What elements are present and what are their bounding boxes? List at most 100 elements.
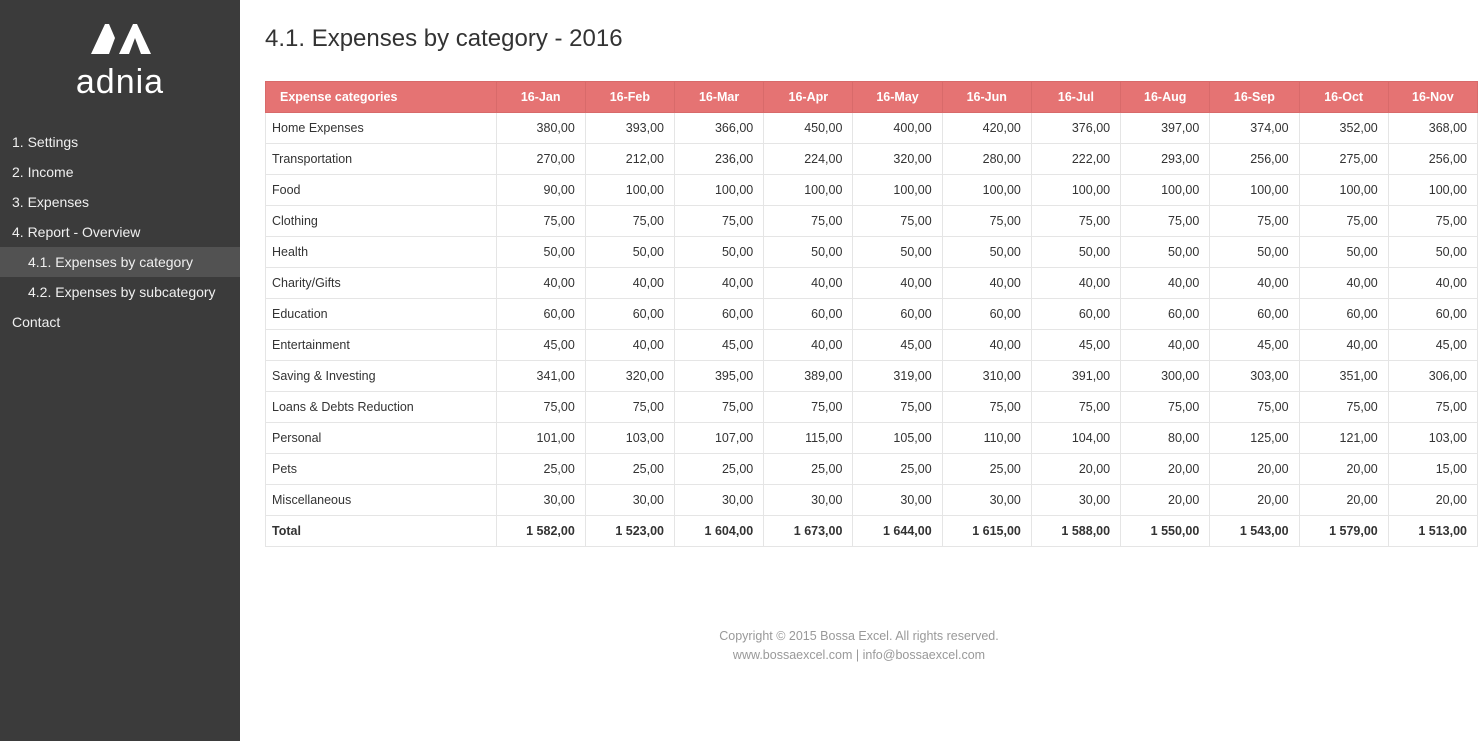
sidebar-item[interactable]: 3. Expenses <box>0 187 240 217</box>
value-cell: 100,00 <box>853 175 942 206</box>
value-cell: 293,00 <box>1121 144 1210 175</box>
value-cell: 450,00 <box>764 113 853 144</box>
value-cell: 40,00 <box>585 330 674 361</box>
value-cell: 300,00 <box>1121 361 1210 392</box>
category-cell: Education <box>266 299 497 330</box>
value-cell: 75,00 <box>1031 206 1120 237</box>
table-row: Saving & Investing341,00320,00395,00389,… <box>266 361 1478 392</box>
value-cell: 40,00 <box>675 268 764 299</box>
value-cell: 60,00 <box>1299 299 1388 330</box>
value-cell: 376,00 <box>1031 113 1120 144</box>
footer-contact: www.bossaexcel.com | info@bossaexcel.com <box>265 646 1453 665</box>
value-cell: 1 644,00 <box>853 516 942 547</box>
value-cell: 50,00 <box>496 237 585 268</box>
table-row: Miscellaneous30,0030,0030,0030,0030,0030… <box>266 485 1478 516</box>
value-cell: 20,00 <box>1299 485 1388 516</box>
value-cell: 100,00 <box>585 175 674 206</box>
col-header-month: 16-Nov <box>1388 82 1477 113</box>
value-cell: 100,00 <box>1388 175 1477 206</box>
value-cell: 25,00 <box>853 454 942 485</box>
value-cell: 60,00 <box>764 299 853 330</box>
value-cell: 40,00 <box>1121 330 1210 361</box>
sidebar-nav: 1. Settings2. Income3. Expenses4. Report… <box>0 127 240 337</box>
value-cell: 50,00 <box>675 237 764 268</box>
value-cell: 103,00 <box>1388 423 1477 454</box>
category-cell: Miscellaneous <box>266 485 497 516</box>
value-cell: 75,00 <box>764 392 853 423</box>
brand-logo-icon <box>85 20 155 59</box>
value-cell: 50,00 <box>764 237 853 268</box>
value-cell: 393,00 <box>585 113 674 144</box>
table-row: Charity/Gifts40,0040,0040,0040,0040,0040… <box>266 268 1478 299</box>
sidebar-item[interactable]: 4.1. Expenses by category <box>0 247 240 277</box>
sidebar-item[interactable]: 4. Report - Overview <box>0 217 240 247</box>
value-cell: 420,00 <box>942 113 1031 144</box>
value-cell: 104,00 <box>1031 423 1120 454</box>
value-cell: 320,00 <box>585 361 674 392</box>
value-cell: 1 582,00 <box>496 516 585 547</box>
category-cell: Food <box>266 175 497 206</box>
value-cell: 50,00 <box>585 237 674 268</box>
col-header-month: 16-Apr <box>764 82 853 113</box>
value-cell: 105,00 <box>853 423 942 454</box>
value-cell: 397,00 <box>1121 113 1210 144</box>
value-cell: 75,00 <box>1121 392 1210 423</box>
value-cell: 1 579,00 <box>1299 516 1388 547</box>
value-cell: 40,00 <box>1121 268 1210 299</box>
value-cell: 320,00 <box>853 144 942 175</box>
table-row: Loans & Debts Reduction75,0075,0075,0075… <box>266 392 1478 423</box>
value-cell: 319,00 <box>853 361 942 392</box>
value-cell: 306,00 <box>1388 361 1477 392</box>
value-cell: 115,00 <box>764 423 853 454</box>
value-cell: 368,00 <box>1388 113 1477 144</box>
value-cell: 45,00 <box>496 330 585 361</box>
col-header-month: 16-Jul <box>1031 82 1120 113</box>
value-cell: 60,00 <box>853 299 942 330</box>
value-cell: 50,00 <box>1031 237 1120 268</box>
value-cell: 303,00 <box>1210 361 1299 392</box>
category-cell: Transportation <box>266 144 497 175</box>
sidebar-item[interactable]: 2. Income <box>0 157 240 187</box>
value-cell: 75,00 <box>496 206 585 237</box>
value-cell: 374,00 <box>1210 113 1299 144</box>
col-header-month: 16-Mar <box>675 82 764 113</box>
col-header-month: 16-Feb <box>585 82 674 113</box>
value-cell: 121,00 <box>1299 423 1388 454</box>
col-header-month: 16-May <box>853 82 942 113</box>
value-cell: 50,00 <box>1121 237 1210 268</box>
footer-copyright: Copyright © 2015 Bossa Excel. All rights… <box>265 627 1453 646</box>
value-cell: 80,00 <box>1121 423 1210 454</box>
table-row: Transportation270,00212,00236,00224,0032… <box>266 144 1478 175</box>
category-cell: Pets <box>266 454 497 485</box>
value-cell: 60,00 <box>1121 299 1210 330</box>
sidebar-item[interactable]: Contact <box>0 307 240 337</box>
value-cell: 224,00 <box>764 144 853 175</box>
value-cell: 100,00 <box>942 175 1031 206</box>
value-cell: 60,00 <box>496 299 585 330</box>
value-cell: 100,00 <box>1210 175 1299 206</box>
col-header-month: 16-Jun <box>942 82 1031 113</box>
value-cell: 60,00 <box>942 299 1031 330</box>
value-cell: 30,00 <box>496 485 585 516</box>
value-cell: 1 523,00 <box>585 516 674 547</box>
value-cell: 1 615,00 <box>942 516 1031 547</box>
value-cell: 40,00 <box>853 268 942 299</box>
value-cell: 110,00 <box>942 423 1031 454</box>
value-cell: 15,00 <box>1388 454 1477 485</box>
value-cell: 45,00 <box>1388 330 1477 361</box>
value-cell: 100,00 <box>1299 175 1388 206</box>
category-cell: Loans & Debts Reduction <box>266 392 497 423</box>
value-cell: 1 673,00 <box>764 516 853 547</box>
value-cell: 75,00 <box>496 392 585 423</box>
value-cell: 30,00 <box>585 485 674 516</box>
value-cell: 90,00 <box>496 175 585 206</box>
value-cell: 107,00 <box>675 423 764 454</box>
expenses-table-wrap: Expense categories16-Jan16-Feb16-Mar16-A… <box>265 81 1478 547</box>
sidebar-item[interactable]: 1. Settings <box>0 127 240 157</box>
value-cell: 20,00 <box>1121 485 1210 516</box>
sidebar-item[interactable]: 4.2. Expenses by subcategory <box>0 277 240 307</box>
col-header-month: 16-Jan <box>496 82 585 113</box>
value-cell: 40,00 <box>1388 268 1477 299</box>
table-row: Clothing75,0075,0075,0075,0075,0075,0075… <box>266 206 1478 237</box>
value-cell: 1 513,00 <box>1388 516 1477 547</box>
